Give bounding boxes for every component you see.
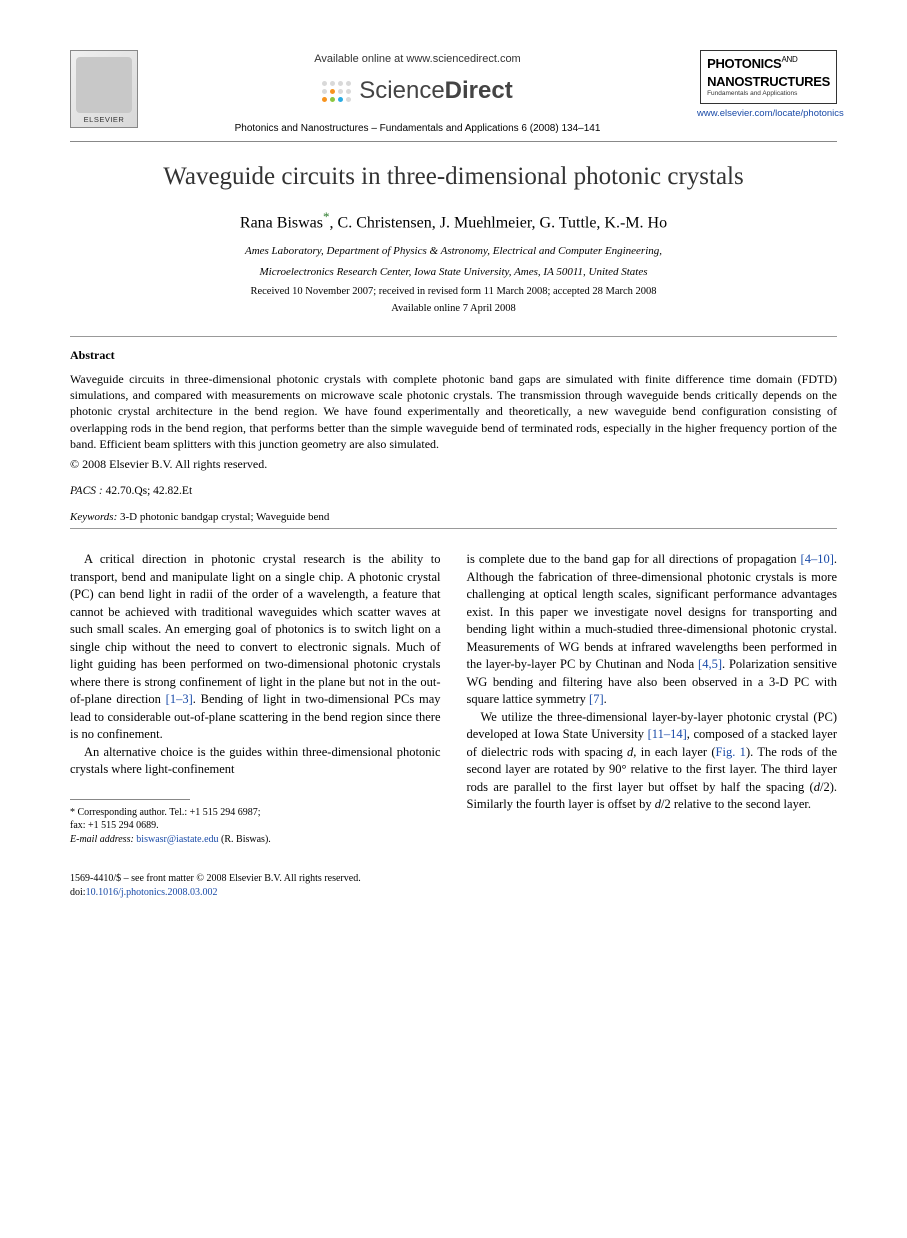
sd-dot [330, 81, 335, 86]
reference-link[interactable]: [4–10] [801, 552, 834, 566]
sd-dot [338, 81, 343, 86]
sciencedirect-text: ScienceDirect [359, 75, 512, 107]
abstract-top-rule [70, 336, 837, 337]
email-tail: (R. Biswas). [219, 834, 271, 845]
journal-logo-line1: PHOTONICSAND [707, 55, 830, 73]
footer-doi-line: doi:10.1016/j.photonics.2008.03.002 [70, 886, 837, 900]
center-header: Available online at www.sciencedirect.co… [138, 50, 697, 135]
reference-link[interactable]: [11–14] [648, 727, 687, 741]
column-right: is complete due to the band gap for all … [467, 551, 838, 846]
page-footer: 1569-4410/$ – see front matter © 2008 El… [70, 872, 837, 900]
authors-line: Rana Biswas*, C. Christensen, J. Muehlme… [70, 208, 837, 234]
affiliation-line2: Microelectronics Research Center, Iowa S… [70, 265, 837, 280]
body-text: is complete due to the band gap for all … [467, 552, 801, 566]
dates-line2: Available online 7 April 2008 [70, 302, 837, 316]
reference-link[interactable]: [4,5] [698, 657, 722, 671]
body-paragraph: is complete due to the band gap for all … [467, 551, 838, 709]
footnote-email-line: E-mail address: biswasr@iastate.edu (R. … [70, 833, 441, 847]
body-text: . Although the fabrication of three-dime… [467, 552, 838, 671]
abstract-heading: Abstract [70, 347, 837, 363]
reference-link[interactable]: [7] [589, 692, 604, 706]
sd-word-direct: Direct [445, 77, 513, 104]
journal-logo-box: PHOTONICSAND NANOSTRUCTURES Fundamentals… [700, 50, 837, 104]
footnote-rule [70, 799, 190, 800]
sd-dot [322, 81, 327, 86]
journal-logo-line2: NANOSTRUCTURES [707, 73, 830, 91]
email-label: E-mail address: [70, 834, 134, 845]
sd-word-science: Science [359, 77, 444, 104]
footnote-corresponding: * Corresponding author. Tel.: +1 515 294… [70, 806, 441, 820]
sd-dot [322, 97, 327, 102]
sd-dot [338, 97, 343, 102]
sd-dot [330, 89, 335, 94]
journal-reference: Photonics and Nanostructures – Fundament… [138, 122, 697, 136]
abstract-body: Waveguide circuits in three-dimensional … [70, 372, 837, 451]
footer-front-matter: 1569-4410/$ – see front matter © 2008 El… [70, 872, 837, 886]
footnote-block: * Corresponding author. Tel.: +1 515 294… [70, 806, 441, 847]
body-columns: A critical direction in photonic crystal… [70, 551, 837, 846]
email-link[interactable]: biswasr@iastate.edu [134, 834, 219, 845]
pacs-label: PACS : [70, 485, 103, 497]
doi-link[interactable]: 10.1016/j.photonics.2008.03.002 [86, 887, 218, 898]
pacs-line: PACS : 42.70.Qs; 42.82.Et [70, 484, 837, 500]
sciencedirect-logo: ScienceDirect [322, 75, 512, 107]
body-text: A critical direction in photonic crystal… [70, 552, 441, 706]
journal-url[interactable]: www.elsevier.com/locate/photonics [697, 108, 837, 121]
sd-dot [330, 97, 335, 102]
available-online-text: Available online at www.sciencedirect.co… [138, 52, 697, 67]
header-rule [70, 141, 837, 142]
sd-dot [322, 89, 327, 94]
abstract-bottom-rule [70, 528, 837, 529]
article-title: Waveguide circuits in three-dimensional … [70, 160, 837, 194]
author-corresponding: Rana Biswas [240, 214, 323, 231]
elsevier-tree-icon [76, 57, 132, 113]
authors-rest: , C. Christensen, J. Muehlmeier, G. Tutt… [330, 214, 668, 231]
doi-label: doi: [70, 887, 86, 898]
pacs-value: 42.70.Qs; 42.82.Et [103, 485, 192, 497]
journal-logo-area: PHOTONICSAND NANOSTRUCTURES Fundamentals… [697, 50, 837, 121]
sd-dot [346, 81, 351, 86]
body-text: /2 relative to the second layer. [661, 797, 811, 811]
sd-dot [346, 97, 351, 102]
body-paragraph: We utilize the three-dimensional layer-b… [467, 709, 838, 814]
reference-link[interactable]: [1–3] [166, 692, 193, 706]
affiliation-line1: Ames Laboratory, Department of Physics &… [70, 244, 837, 259]
abstract-text: Waveguide circuits in three-dimensional … [70, 371, 837, 452]
body-text: . [604, 692, 607, 706]
jl-and: AND [781, 55, 797, 64]
sciencedirect-dots-icon [322, 81, 351, 102]
jl-photonics: PHOTONICS [707, 56, 781, 71]
keywords-line: Keywords: 3-D photonic bandgap crystal; … [70, 510, 837, 525]
footnote-fax: fax: +1 515 294 0689. [70, 819, 441, 833]
body-paragraph: An alternative choice is the guides with… [70, 744, 441, 779]
header-row: ELSEVIER Available online at www.science… [70, 50, 837, 135]
copyright-line: © 2008 Elsevier B.V. All rights reserved… [70, 456, 837, 472]
keywords-value: 3-D photonic bandgap crystal; Waveguide … [117, 511, 329, 523]
elsevier-logo: ELSEVIER [70, 50, 138, 128]
body-text: , in each layer ( [633, 745, 715, 759]
elsevier-label: ELSEVIER [84, 115, 125, 125]
figure-link[interactable]: Fig. 1 [716, 745, 746, 759]
body-paragraph: A critical direction in photonic crystal… [70, 551, 441, 744]
dates-line1: Received 10 November 2007; received in r… [70, 285, 837, 299]
sd-dot [338, 89, 343, 94]
column-left: A critical direction in photonic crystal… [70, 551, 441, 846]
sd-dot [346, 89, 351, 94]
journal-logo-subtitle: Fundamentals and Applications [707, 90, 830, 99]
keywords-label: Keywords: [70, 511, 117, 523]
